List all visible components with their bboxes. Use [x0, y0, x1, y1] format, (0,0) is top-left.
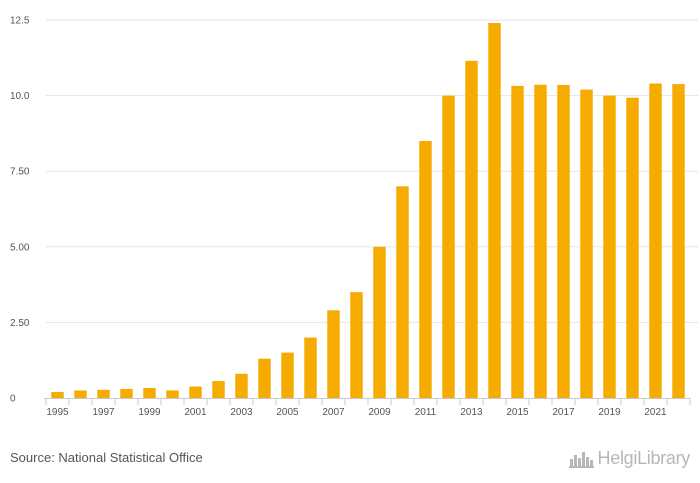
y-tick-label: 0: [10, 394, 16, 405]
bar-2006: [304, 337, 317, 398]
x-tick-label: 2003: [230, 407, 253, 418]
bar-2012: [442, 95, 455, 398]
bar-2001: [189, 386, 202, 398]
bar-2000: [166, 390, 179, 398]
x-tick-label: 2013: [460, 407, 483, 418]
x-tick-label: 2021: [644, 407, 667, 418]
bar-2003: [235, 373, 248, 398]
y-tick-label: 7.50: [10, 167, 30, 178]
x-tick-label: 2019: [598, 407, 621, 418]
bar-2018: [580, 89, 593, 398]
x-tick-label: 2007: [322, 407, 345, 418]
x-tick-label: 2015: [506, 407, 529, 418]
y-axis-ticks: 0 2.50 5.00 7.50 10.0 12.5: [10, 16, 30, 405]
gridlines: [46, 19, 698, 323]
bar-2016: [534, 84, 547, 399]
x-axis: [44, 398, 691, 405]
bar-2020: [626, 97, 639, 398]
bar-2014: [488, 23, 501, 399]
x-tick-label: 2001: [184, 407, 207, 418]
x-tick-label: 1999: [138, 407, 161, 418]
bar-2002: [212, 381, 225, 398]
x-tick-label: 2017: [552, 407, 575, 418]
source-note: Source: National Statistical Office: [10, 450, 203, 465]
x-tick-label: 2011: [415, 407, 437, 418]
bar-1999: [143, 388, 156, 398]
bar-2013: [465, 60, 478, 398]
bar-2004: [258, 358, 271, 398]
bar-2022: [672, 84, 685, 399]
bars: [51, 23, 685, 399]
y-tick-label: 2.50: [10, 318, 30, 329]
city-skyline-icon: [568, 451, 594, 468]
x-tick-label: 1995: [46, 407, 69, 418]
bar-2021: [649, 83, 662, 398]
x-axis-ticks: 1995 1997 1999 2001 2003 2005 2007 2009 2011 2013…: [46, 407, 667, 418]
bar-2008: [350, 292, 363, 398]
bar-2011: [419, 140, 432, 398]
bar-1997: [97, 389, 110, 398]
bar-1995: [51, 391, 64, 398]
bar-1998: [120, 388, 133, 398]
bar-2010: [396, 186, 409, 398]
y-tick-label: 10.0: [10, 91, 30, 102]
bar-2005: [281, 352, 294, 398]
y-tick-label: 12.5: [10, 16, 30, 27]
y-tick-label: 5.00: [10, 242, 30, 253]
bar-2019: [603, 95, 616, 398]
x-tick-label: 1997: [92, 407, 115, 418]
bar-2007: [327, 310, 340, 398]
bar-2015: [511, 85, 524, 398]
bar-1996: [74, 390, 87, 398]
x-tick-label: 2005: [276, 407, 299, 418]
x-tick-label: 2009: [368, 407, 391, 418]
brand-logo: HelgiLibrary: [568, 448, 691, 469]
bar-2009: [373, 246, 386, 398]
bar-2017: [557, 85, 570, 399]
brand-name: HelgiLibrary: [597, 448, 691, 468]
